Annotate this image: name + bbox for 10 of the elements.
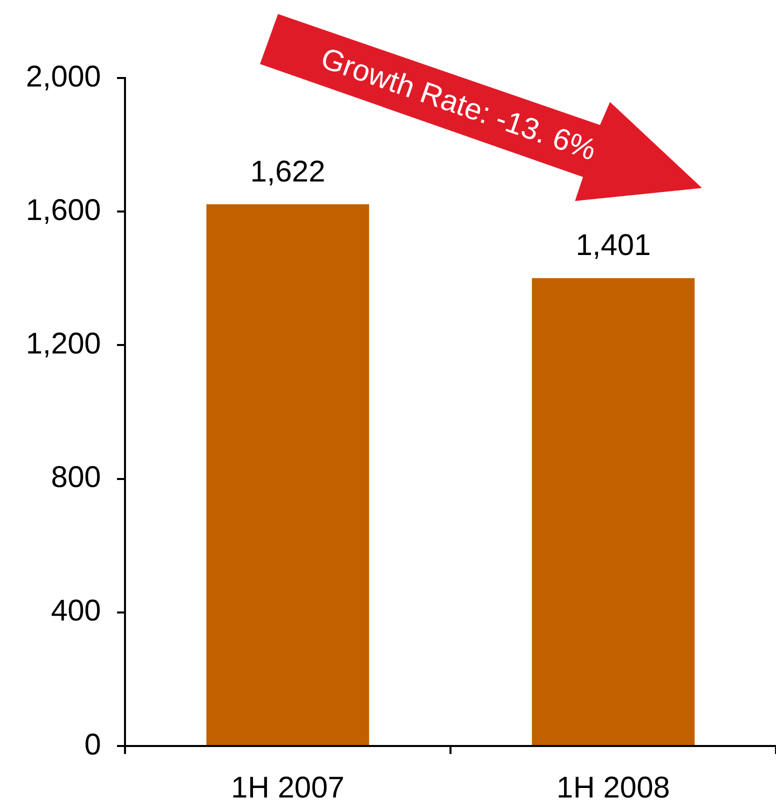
x-tick-label: 1H 2007 (231, 771, 344, 804)
data-label: 1,622 (250, 155, 326, 188)
y-tick-label: 400 (50, 594, 101, 628)
data-label: 1,401 (576, 229, 651, 262)
y-tick-label: 1,600 (26, 194, 101, 227)
y-tick-label: 800 (50, 461, 101, 494)
x-tick-label: 1H 2008 (556, 771, 670, 804)
y-tick-label: 2,000 (26, 60, 101, 94)
y-tick-label: 1,200 (26, 327, 101, 360)
y-tick-label: 0 (84, 728, 101, 762)
